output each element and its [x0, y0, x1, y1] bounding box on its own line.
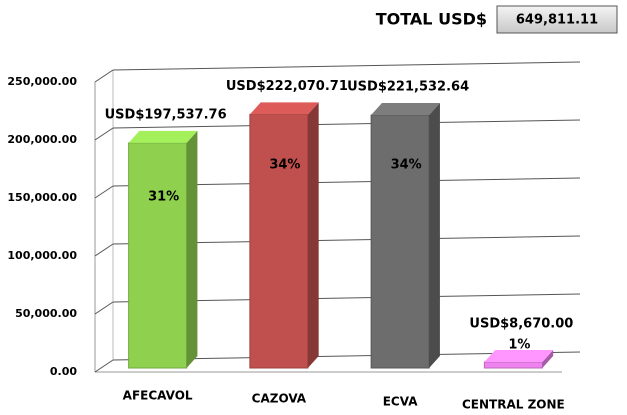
bar — [128, 142, 188, 369]
y-tick-label: 250,000.00 — [7, 75, 77, 88]
grid-line — [94, 359, 114, 373]
grid-line — [94, 185, 114, 199]
bar-top — [249, 102, 319, 115]
y-tick-label: 100,000.00 — [7, 249, 77, 262]
total-title: TOTAL USD$ — [376, 10, 487, 29]
percent-label: 34% — [391, 158, 422, 173]
grid-line — [94, 69, 114, 83]
grid-line — [94, 301, 114, 315]
x-tick-label: ECVA — [383, 395, 418, 409]
value-label: USD$8,670.00 — [469, 316, 573, 331]
bar-side — [307, 102, 319, 368]
x-tick-label: CENTRAL ZONE — [462, 398, 565, 412]
x-tick-label: AFECAVOL — [123, 389, 193, 403]
value-label: USD$222,070.71 — [226, 79, 348, 94]
bar — [483, 361, 543, 369]
total-value: 649,811.11 — [516, 13, 598, 28]
bar — [370, 114, 430, 369]
grid-line — [94, 127, 114, 141]
bar-top — [371, 103, 440, 116]
y-tick-label: 150,000.00 — [7, 191, 77, 204]
bar-top — [128, 130, 198, 143]
value-label: USD$221,532.64 — [347, 80, 469, 95]
x-tick-label: CAZOVA — [252, 392, 307, 406]
bar-top — [484, 349, 554, 362]
bar — [249, 113, 309, 369]
percent-label: 34% — [269, 158, 300, 173]
percent-label: 1% — [508, 337, 530, 352]
grid-line — [94, 243, 114, 257]
bar-side — [429, 103, 440, 368]
total-box — [496, 5, 618, 34]
bar-side — [542, 349, 554, 368]
bar-side — [186, 130, 198, 368]
y-tick-label: 50,000.00 — [15, 307, 77, 320]
grid-line — [112, 61, 581, 71]
y-tick-label: 200,000.00 — [7, 133, 77, 146]
grid-line — [112, 119, 581, 129]
percent-label: 31% — [148, 190, 179, 205]
y-tick-label: 0.00 — [50, 365, 77, 378]
value-label: USD$197,537.76 — [105, 107, 227, 122]
